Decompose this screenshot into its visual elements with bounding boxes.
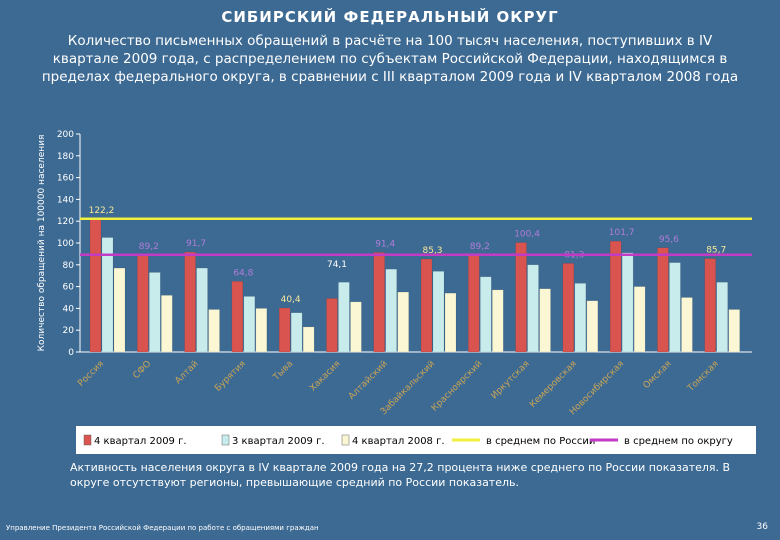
bar-1	[326, 298, 338, 353]
data-label: 64,8	[233, 268, 253, 278]
legend-label: в среднем по округу	[624, 436, 733, 447]
x-tick-label: Тыва	[271, 359, 295, 383]
reference-line-label: 74,1	[327, 260, 347, 270]
bar-3	[208, 309, 220, 353]
data-label: 91,4	[375, 239, 395, 249]
plot-area	[82, 134, 752, 352]
bar-1	[704, 258, 716, 353]
legend-box	[76, 426, 756, 454]
bar-2	[338, 281, 350, 353]
bar-3	[444, 292, 457, 353]
bar-2	[527, 264, 539, 353]
y-tick-label: 40	[63, 304, 75, 314]
bar-3	[539, 288, 551, 353]
y-axis-title: Количество обращений на 100000 населения	[37, 135, 47, 352]
bar-1	[657, 247, 669, 353]
data-label: 89,2	[139, 242, 159, 252]
bar-1	[420, 258, 433, 353]
legend-label: в среднем по России	[486, 436, 595, 447]
data-label: 40,4	[281, 295, 301, 305]
legend-swatch	[83, 434, 92, 446]
bar-3	[633, 286, 646, 353]
legend-swatch	[221, 434, 230, 446]
bar-2	[385, 268, 397, 353]
y-tick-label: 200	[57, 130, 74, 140]
data-label: 85,3	[422, 246, 442, 256]
x-tick-label: Алтайский	[347, 359, 390, 402]
data-label: 91,7	[186, 239, 206, 249]
bar-3	[586, 300, 599, 353]
y-tick-label: 160	[57, 174, 74, 184]
x-tick-label: Кемеровская	[528, 359, 579, 410]
bar-2	[149, 272, 161, 353]
bar-3	[350, 301, 362, 353]
y-tick-label: 0	[68, 348, 74, 358]
bar-2	[574, 283, 587, 353]
bar-2	[480, 276, 492, 353]
data-label: 100,4	[514, 230, 540, 240]
legend-label: 4 квартал 2009 г.	[94, 436, 187, 447]
bar-1	[89, 218, 102, 353]
bar-2	[101, 237, 114, 353]
bar-3	[681, 297, 693, 353]
bar-2	[716, 281, 728, 353]
bar-2	[621, 252, 634, 353]
bar-1	[137, 254, 149, 353]
data-label: 89,2	[470, 242, 490, 252]
y-tick-label: 60	[63, 283, 75, 293]
bar-1	[278, 307, 291, 353]
data-label: 95,6	[659, 235, 679, 245]
x-tick-label: Алтай	[173, 359, 200, 386]
x-tick-label: Иркутская	[489, 359, 531, 401]
y-tick-label: 100	[57, 239, 74, 249]
bar-1	[515, 242, 527, 353]
bar-3	[302, 326, 315, 353]
x-tick-label: Хакасия	[308, 359, 343, 394]
x-tick-label: Омская	[642, 359, 674, 391]
y-tick-label: 140	[57, 195, 74, 205]
y-tick-label: 20	[63, 326, 75, 336]
bar-2	[669, 262, 681, 353]
bar-3	[161, 295, 173, 353]
bar-2	[243, 296, 256, 353]
summary-note: Активность населения округа в IV квартал…	[70, 461, 731, 489]
bar-3	[728, 309, 740, 353]
bar-1	[562, 263, 575, 353]
legend-swatch	[341, 434, 350, 446]
bar-3	[113, 267, 126, 353]
bar-1	[609, 240, 622, 353]
bar-chart: 0 20 40 60 80 100 120 140 160 180 200 Количество об…	[37, 130, 756, 454]
bar-2	[432, 271, 445, 353]
page-title: СИБИРСКИЙ ФЕДЕРАЛЬНЫЙ ОКРУГ	[221, 8, 559, 26]
bar-3	[255, 308, 268, 353]
y-tick-label: 120	[57, 217, 74, 227]
x-tick-label: Россия	[76, 359, 106, 389]
chart-subtitle: Количество письменных обращений в расчёт…	[41, 33, 739, 85]
bar-2	[290, 312, 303, 353]
x-tick-label: Бурятия	[213, 359, 248, 394]
bar-1	[468, 254, 480, 353]
data-label: 101,7	[609, 228, 635, 238]
bar-3	[397, 291, 409, 353]
bar-1	[184, 251, 196, 353]
y-tick-label: 80	[63, 261, 75, 271]
legend-label: 4 квартал 2008 г.	[352, 436, 445, 447]
bar-3	[492, 289, 504, 353]
footer-text: Управление Президента Российской Федерац…	[6, 524, 319, 532]
x-tick-label: Томская	[685, 359, 720, 394]
bar-1	[373, 252, 385, 353]
x-tick-label: СФО	[131, 359, 153, 381]
y-tick-label: 180	[57, 152, 74, 162]
page-number: 36	[756, 522, 768, 532]
data-label: 122,2	[89, 206, 115, 216]
bar-2	[196, 267, 208, 353]
x-tick-label: Красноярский	[430, 359, 485, 414]
legend-label: 3 квартал 2009 г.	[232, 436, 325, 447]
bar-1	[231, 281, 244, 353]
data-label: 85,7	[706, 246, 726, 256]
